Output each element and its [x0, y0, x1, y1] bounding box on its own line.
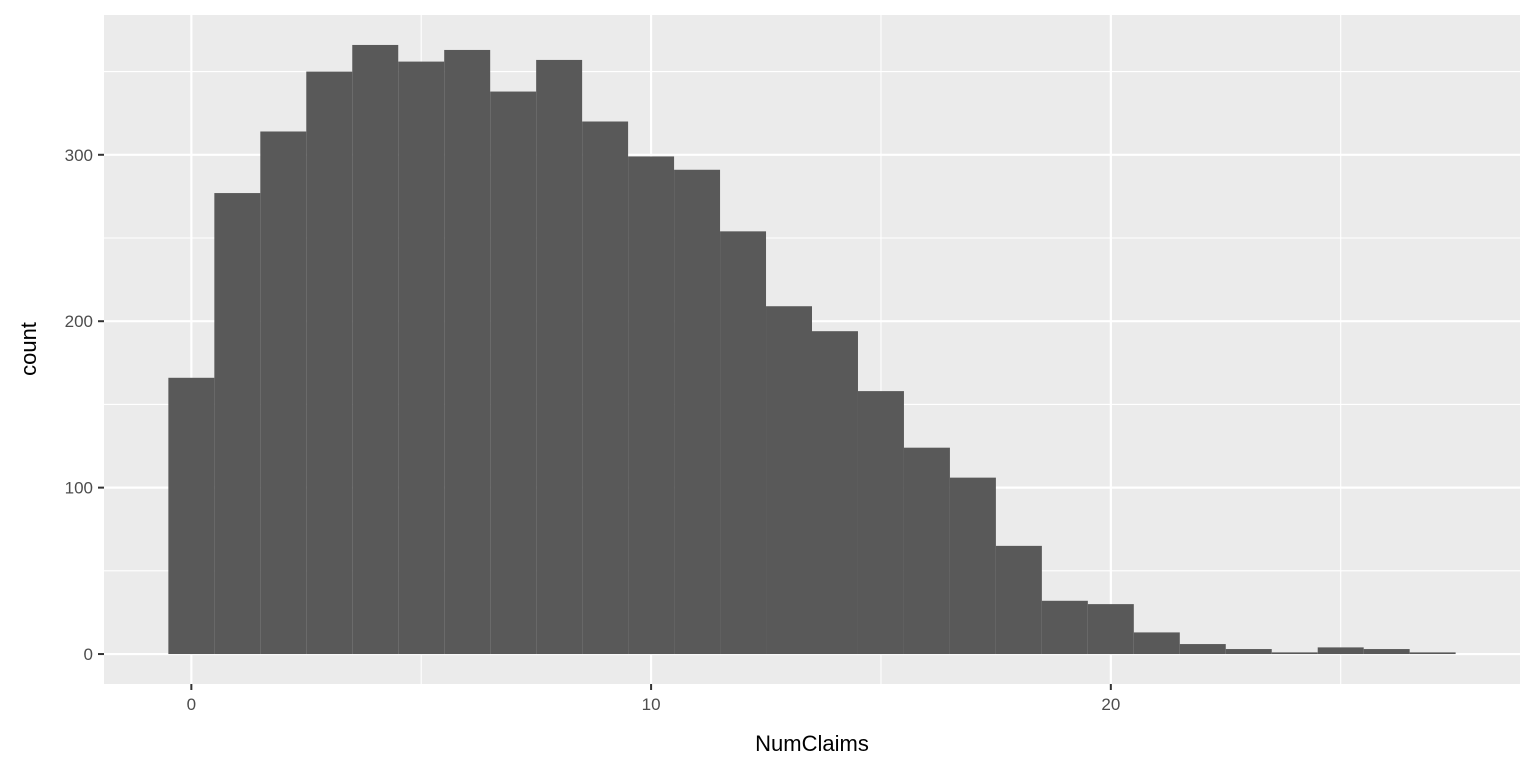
histogram-bar [168, 377, 215, 655]
histogram-bar [1317, 647, 1364, 655]
histogram-bar [1409, 652, 1456, 655]
histogram-bar [1133, 632, 1180, 655]
histogram-bar [214, 193, 261, 655]
y-axis-title: count [16, 322, 41, 376]
y-tick-label: 300 [65, 146, 93, 165]
x-tick-label: 10 [642, 695, 661, 714]
histogram-bar [398, 61, 445, 655]
histogram-bar [1271, 652, 1318, 655]
histogram-bar [352, 44, 399, 655]
histogram-bar [1179, 644, 1226, 655]
histogram-bar [949, 477, 996, 655]
histogram-bar [1041, 600, 1088, 655]
histogram-bar [260, 131, 307, 655]
histogram-bar [720, 231, 767, 655]
histogram-bar [306, 71, 353, 655]
histogram-bar [582, 121, 629, 655]
histogram-bar [536, 59, 583, 655]
histogram-bar [1225, 649, 1272, 655]
histogram-bar [903, 447, 950, 655]
histogram-bar [766, 306, 812, 655]
y-tick-label: 0 [84, 645, 93, 664]
histogram-bar [995, 545, 1042, 655]
x-axis-title: NumClaims [755, 731, 869, 756]
histogram-bar [490, 91, 537, 655]
y-tick-label: 100 [65, 479, 93, 498]
y-axis: 0 100 200 300 [65, 146, 104, 664]
histogram-bar [444, 49, 491, 655]
histogram-bar [1087, 604, 1134, 655]
histogram-bar [1363, 649, 1410, 655]
histogram-bar [812, 331, 858, 655]
x-axis: 0 10 20 [187, 684, 1120, 714]
histogram-bar [857, 391, 904, 655]
histogram-bars [168, 44, 1456, 655]
x-tick-label: 0 [187, 695, 196, 714]
y-tick-label: 200 [65, 312, 93, 331]
histogram-bar [628, 156, 675, 655]
histogram-bar [674, 169, 721, 655]
x-tick-label: 20 [1101, 695, 1120, 714]
